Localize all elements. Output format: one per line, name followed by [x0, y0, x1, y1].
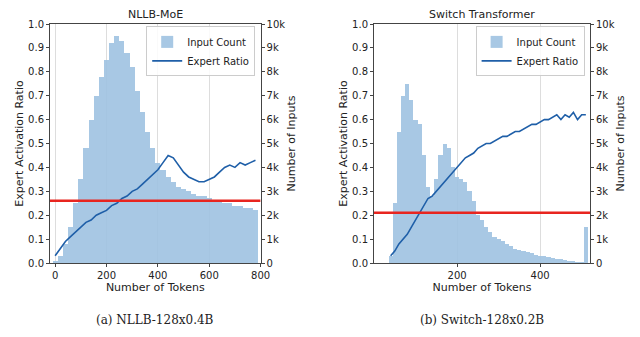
- svg-text:10k: 10k: [596, 19, 615, 30]
- svg-text:0.1: 0.1: [352, 234, 368, 245]
- svg-text:Switch Transformer: Switch Transformer: [429, 8, 535, 21]
- svg-text:6k: 6k: [267, 114, 279, 125]
- svg-text:0.5: 0.5: [28, 138, 44, 149]
- svg-text:1.0: 1.0: [28, 19, 44, 30]
- svg-text:5k: 5k: [267, 138, 279, 149]
- svg-text:0.2: 0.2: [352, 210, 368, 221]
- svg-text:0.9: 0.9: [352, 42, 368, 53]
- svg-text:0.8: 0.8: [28, 66, 44, 77]
- svg-text:Expert Activation Ratio: Expert Activation Ratio: [13, 80, 26, 207]
- svg-text:2k: 2k: [267, 210, 279, 221]
- svg-text:400: 400: [531, 270, 550, 281]
- svg-text:(a) NLLB-128x0.4B: (a) NLLB-128x0.4B: [96, 313, 214, 327]
- svg-text:0.7: 0.7: [352, 90, 368, 101]
- svg-text:7k: 7k: [596, 90, 608, 101]
- svg-text:10k: 10k: [267, 19, 286, 30]
- svg-text:9k: 9k: [596, 42, 608, 53]
- svg-text:0.6: 0.6: [28, 114, 44, 125]
- svg-text:400: 400: [148, 270, 167, 281]
- svg-text:Input Count: Input Count: [187, 37, 246, 48]
- svg-text:800: 800: [251, 270, 270, 281]
- svg-text:0.6: 0.6: [352, 114, 368, 125]
- svg-text:1k: 1k: [267, 234, 279, 245]
- svg-text:Expert Ratio: Expert Ratio: [187, 56, 249, 67]
- svg-text:0.7: 0.7: [28, 90, 44, 101]
- svg-text:8k: 8k: [267, 66, 279, 77]
- svg-text:600: 600: [200, 270, 219, 281]
- svg-text:3k: 3k: [267, 186, 279, 197]
- svg-text:Input Count: Input Count: [517, 37, 576, 48]
- svg-text:0: 0: [52, 270, 58, 281]
- svg-text:8k: 8k: [596, 66, 608, 77]
- svg-text:2k: 2k: [596, 210, 608, 221]
- svg-text:0.1: 0.1: [28, 234, 44, 245]
- svg-text:0.3: 0.3: [28, 186, 44, 197]
- svg-text:0.4: 0.4: [352, 162, 368, 173]
- svg-text:Number of Inputs: Number of Inputs: [614, 95, 627, 191]
- svg-text:0.0: 0.0: [28, 258, 44, 269]
- svg-text:200: 200: [97, 270, 116, 281]
- svg-text:Number of Tokens: Number of Tokens: [433, 281, 532, 294]
- svg-text:4k: 4k: [596, 162, 608, 173]
- svg-text:0.5: 0.5: [352, 138, 368, 149]
- svg-text:4k: 4k: [267, 162, 279, 173]
- svg-text:Number of Tokens: Number of Tokens: [106, 281, 205, 294]
- svg-text:0.0: 0.0: [352, 258, 368, 269]
- svg-text:Expert Activation Ratio: Expert Activation Ratio: [337, 80, 350, 207]
- svg-text:0.3: 0.3: [352, 186, 368, 197]
- svg-text:3k: 3k: [596, 186, 608, 197]
- svg-text:0: 0: [267, 258, 273, 269]
- svg-text:0.4: 0.4: [28, 162, 44, 173]
- svg-text:0: 0: [596, 258, 602, 269]
- svg-text:0.9: 0.9: [28, 42, 44, 53]
- svg-text:Expert Ratio: Expert Ratio: [517, 56, 579, 67]
- svg-text:5k: 5k: [596, 138, 608, 149]
- svg-text:6k: 6k: [596, 114, 608, 125]
- svg-text:(b) Switch-128x0.2B: (b) Switch-128x0.2B: [420, 313, 544, 327]
- svg-text:1k: 1k: [596, 234, 608, 245]
- svg-text:7k: 7k: [267, 90, 279, 101]
- svg-text:0.2: 0.2: [28, 210, 44, 221]
- svg-text:9k: 9k: [267, 42, 279, 53]
- svg-text:0.8: 0.8: [352, 66, 368, 77]
- svg-text:1.0: 1.0: [352, 19, 368, 30]
- svg-text:Number of Inputs: Number of Inputs: [285, 95, 298, 191]
- svg-text:NLLB-MoE: NLLB-MoE: [128, 8, 183, 21]
- svg-text:200: 200: [448, 270, 467, 281]
